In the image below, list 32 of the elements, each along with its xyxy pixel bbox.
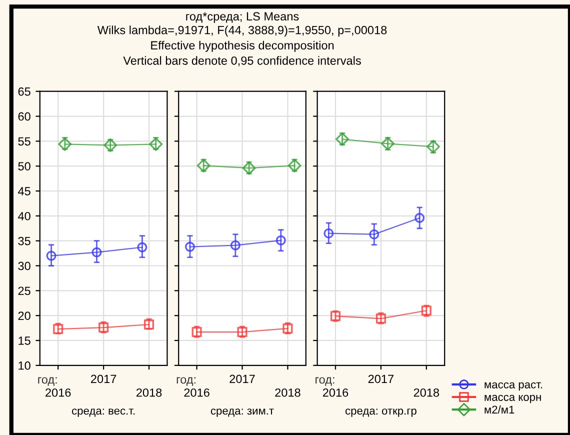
text: среда: вес.т.	[72, 408, 135, 417]
x-tick-label: 2017	[368, 374, 394, 384]
y-tick-label: 20	[18, 312, 30, 320]
x-tick-label: 2018	[414, 388, 440, 397]
x-tick-label: 2018	[275, 388, 300, 397]
x-axis-title: год:	[316, 377, 334, 386]
y-tick-label: 55	[18, 137, 30, 146]
y-tick-label: 15	[18, 336, 30, 345]
y-tick-label: 35	[18, 236, 30, 246]
x-axis-title: год:	[176, 377, 196, 386]
text: среда: откр.гр	[345, 408, 416, 417]
y-tick-label: 10	[18, 361, 30, 370]
y-tick-label: 60	[18, 112, 30, 121]
x-tick-label: 2017	[91, 374, 116, 384]
text: среда: зим.т	[210, 408, 274, 417]
y-tick-label: 40	[18, 212, 30, 220]
x-tick-label: 2017	[230, 374, 255, 384]
legend-label: масса корн	[484, 394, 541, 404]
y-tick-label: 65	[18, 87, 30, 96]
y-tick-label: 30	[18, 262, 30, 270]
x-tick-label: 2016	[46, 388, 71, 397]
y-tick-label: 25	[18, 286, 30, 296]
x-axis-title: год:	[38, 377, 57, 386]
y-tick-label: 45	[18, 187, 30, 196]
chart-title: год*среда; LS Means	[186, 12, 299, 23]
x-tick-label: 2018	[136, 388, 162, 397]
legend-label: масса раст.	[484, 382, 542, 391]
x-tick-label: 2016	[322, 388, 348, 397]
chart-subtitle: Wilks lambda=,91971, F(44, 3888,9)=1,9550, p=,00018 Effective hypothesis decomposition Vertical bars denote 0,95 confidence intervals	[97, 26, 387, 66]
legend-label: м2/м1	[484, 405, 514, 414]
y-tick-label: 50	[18, 162, 30, 170]
x-tick-label: 2016	[184, 388, 210, 397]
